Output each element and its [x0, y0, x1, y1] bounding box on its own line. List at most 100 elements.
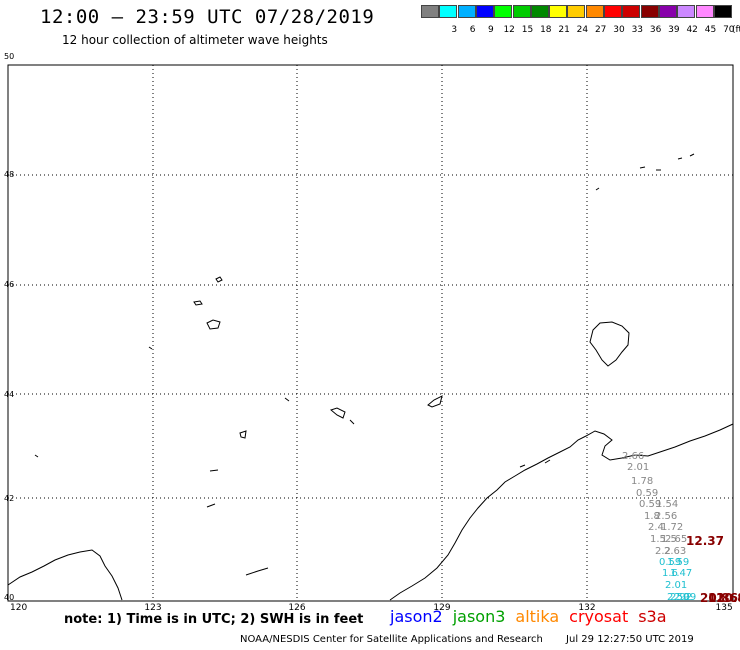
legend-swatch: [494, 5, 513, 18]
legend-swatch: [640, 5, 659, 18]
legend-unit: (ft): [732, 25, 740, 35]
wave-height-value: 2.63: [664, 546, 687, 557]
wave-height-value: 0.59: [659, 557, 682, 568]
island-c: [206, 319, 221, 330]
legend-swatch: [695, 5, 714, 18]
wave-height-value: 20.86: [700, 591, 738, 605]
satellite-name: jason2: [390, 607, 443, 626]
wave-height-value: 2.92: [670, 592, 693, 603]
west-coast: [7, 549, 123, 601]
credit-line: NOAA/NESDIS Center for Satellite Applica…: [240, 634, 694, 645]
island-n: [595, 187, 600, 191]
graticule: [8, 65, 733, 601]
mainland-coast: [389, 423, 734, 601]
legend-swatch: [713, 5, 732, 18]
satellite-name: s3a: [638, 607, 667, 626]
map-title: 12:00 – 23:59 UTC 07/28/2019: [40, 6, 375, 28]
island-g: [349, 419, 355, 425]
wave-height-value: 2.66: [622, 451, 645, 462]
island-k: [209, 469, 219, 472]
wave-height-value: 1.5: [650, 534, 666, 545]
wave-height-value: 2.09: [674, 592, 697, 603]
legend-label: 6: [469, 25, 476, 35]
map-frame: [7, 64, 734, 602]
legend-swatch: [567, 5, 586, 18]
lon-label: 126: [288, 603, 306, 613]
wave-height-value: 2.59: [667, 592, 690, 603]
legend-swatch: [549, 5, 568, 18]
wave-height-value: 2.2: [655, 546, 671, 557]
wave-height-value: 1.54: [656, 499, 679, 510]
legend-label: 27: [594, 25, 607, 35]
map-subtitle: 12 hour collection of altimeter wave hei…: [62, 33, 328, 47]
lon-label: 132: [578, 603, 596, 613]
lat-label: 42: [4, 494, 15, 503]
footer-note: note: 1) Time is in UTC; 2) SWH is in fe…: [64, 612, 364, 627]
wave-height-value: 2.65: [665, 534, 688, 545]
wave-height-value: 0.59: [636, 488, 659, 499]
island-h: [427, 395, 443, 408]
legend-swatch: [439, 5, 458, 18]
wave-height-value: 1.6: [662, 568, 678, 579]
legend-swatch: [512, 5, 531, 18]
legend-swatch: [475, 5, 494, 18]
legend-label: 9: [488, 25, 494, 35]
timestamp: Jul 29 12:27:50 UTC 2019: [566, 634, 694, 645]
legend-label: 18: [540, 25, 552, 35]
legend-swatch: [604, 5, 622, 18]
coastline: [7, 153, 734, 601]
legend-label: 42: [686, 25, 698, 35]
island-e: [284, 397, 290, 402]
island-o: [639, 166, 646, 169]
lon-label: 123: [144, 603, 162, 613]
legend-label: 12: [503, 25, 515, 35]
wave-height-value: 12.66: [708, 591, 740, 605]
lat-label: 40: [4, 593, 15, 602]
legend-label: 45: [704, 25, 717, 35]
wave-height-value: 1.78: [631, 476, 654, 487]
legend-label: 30: [613, 25, 625, 35]
lon-label: 129: [433, 603, 451, 613]
satellite-name: jason3: [452, 607, 506, 626]
legend-swatch: [658, 5, 677, 18]
island-f: [329, 407, 346, 419]
wave-height-value: 2.4: [648, 522, 664, 533]
satellite-name: altika: [515, 607, 560, 626]
lat-label: 46: [4, 280, 15, 289]
wave-height-value: 1.47: [670, 568, 693, 579]
wave-height-value: 0.59: [639, 499, 662, 510]
legend-label: 15: [521, 25, 534, 35]
wave-height-value: 1.8: [644, 511, 660, 522]
island-q: [677, 153, 695, 160]
legend-swatch: [530, 5, 549, 18]
legend-swatch: [421, 5, 439, 18]
sakhalin-island: [589, 321, 630, 367]
legend-label: 36: [649, 25, 662, 35]
island-j: [34, 454, 39, 458]
wave-height-value: 12.37: [686, 534, 724, 548]
legend-label: 3: [451, 25, 458, 35]
wave-height-value: 2.01: [627, 462, 650, 473]
lon-label: 135: [715, 603, 733, 613]
satellite-legend: jason2 jason3 altika cryosat s3a: [390, 607, 677, 626]
legend-label: 70: [723, 25, 735, 35]
legend-swatch: [677, 5, 696, 18]
satellite-name: cryosat: [569, 607, 629, 626]
island-a: [215, 276, 223, 283]
credit-text: NOAA/NESDIS Center for Satellite Applica…: [240, 634, 543, 645]
island-m: [245, 567, 269, 576]
island-r: [519, 459, 551, 468]
legend-label: 21: [558, 25, 570, 35]
wave-height-value: 2.56: [655, 511, 678, 522]
lon-label: 120: [10, 603, 28, 613]
legend-label: 33: [631, 25, 644, 35]
wave-height-value: 1.72: [661, 522, 684, 533]
lat-label: 50: [4, 52, 15, 61]
legend-swatch: [622, 5, 641, 18]
lat-label: 48: [4, 170, 15, 179]
wave-height-value: 10.86: [716, 591, 740, 605]
legend-swatch: [585, 5, 604, 18]
island-i: [239, 430, 247, 439]
island-b: [193, 300, 203, 306]
